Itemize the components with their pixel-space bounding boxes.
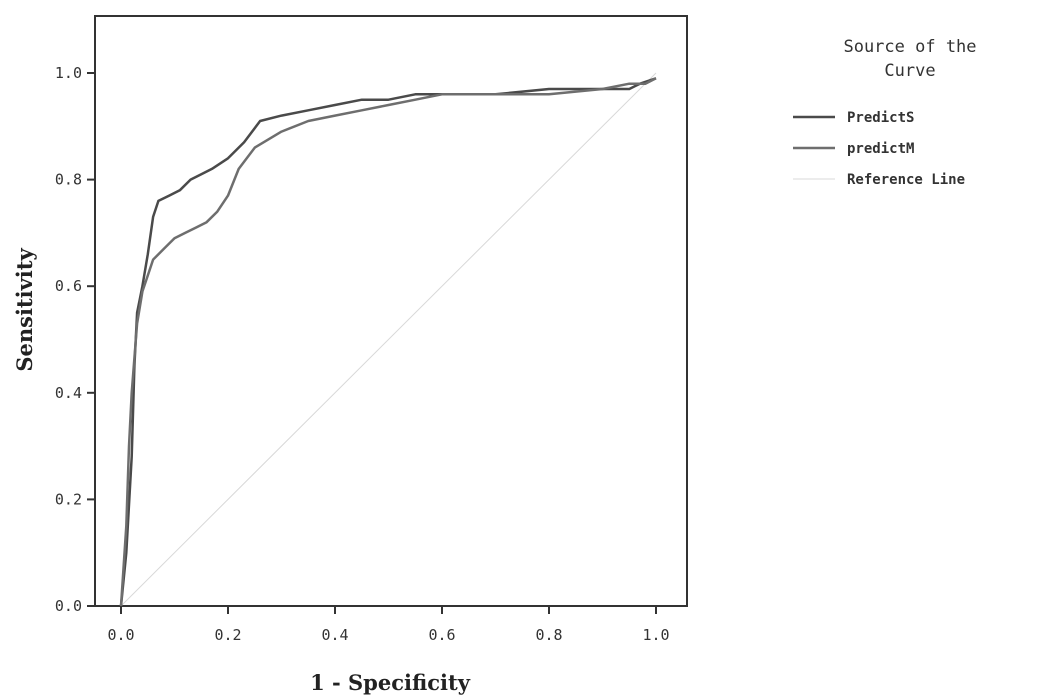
x-tick-label: 1.0 <box>642 626 669 644</box>
x-axis-title: 1 - Specificity <box>310 670 471 695</box>
series-line-2 <box>120 72 657 607</box>
legend: Source of the Curve PredictS predictM Refe… <box>793 37 977 188</box>
legend-label-2: Reference Line <box>847 172 965 188</box>
series-line-1 <box>119 77 657 607</box>
y-tick-label: 0.2 <box>55 490 82 508</box>
x-tick-label: 0.6 <box>428 626 455 644</box>
legend-title-line2: Curve <box>884 61 935 81</box>
x-tick-label: 0.4 <box>321 626 348 644</box>
x-tick-label: 0.8 <box>535 626 562 644</box>
plot-frame <box>94 15 688 607</box>
series-line-0 <box>119 77 657 607</box>
legend-title-line1: Source of the <box>843 37 976 57</box>
x-tick-label: 0.2 <box>214 626 241 644</box>
y-tick-label: 0.0 <box>55 597 82 615</box>
y-tick-label: 0.4 <box>55 384 82 402</box>
y-tick-label: 1.0 <box>55 64 82 82</box>
y-tick-label: 0.6 <box>55 277 82 295</box>
legend-label-1: predictM <box>847 141 914 157</box>
y-tick-label: 0.8 <box>55 171 82 189</box>
legend-label-0: PredictS <box>847 110 914 126</box>
y-axis-title: Sensitivity <box>12 248 37 372</box>
x-tick-label: 0.0 <box>107 626 134 644</box>
